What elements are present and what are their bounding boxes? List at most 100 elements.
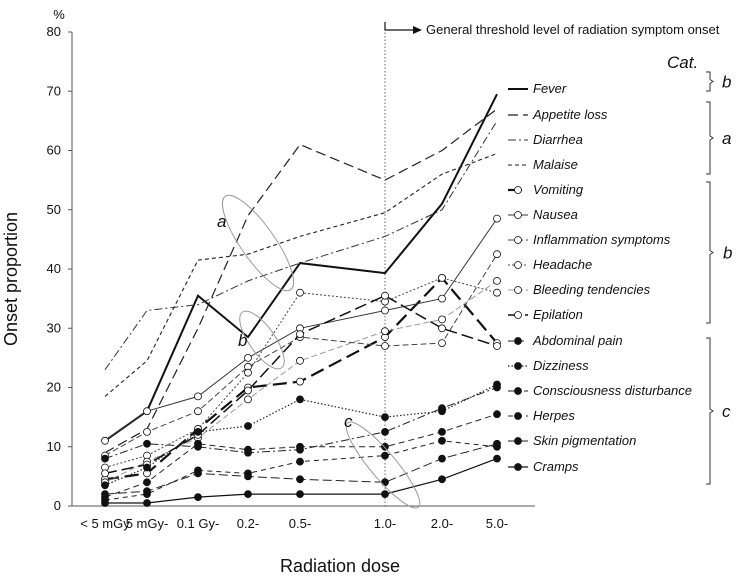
category-label-b: b <box>722 73 731 92</box>
y-unit-label: % <box>53 7 65 22</box>
point-bleeding-tendencies-5-0 <box>493 276 501 285</box>
legend-label: Dizziness <box>533 358 589 373</box>
series-malaise <box>104 152 498 397</box>
point-cramps-5-0 <box>493 454 501 463</box>
annotation-b: b <box>238 331 247 350</box>
line-epilation <box>104 294 498 475</box>
legend-swatch-marker <box>514 211 522 219</box>
point-headache-5-0 <box>493 288 501 297</box>
x-tick-0-1-gy: 0.1 Gy- <box>177 516 220 531</box>
point-consciousness-disturbance-0-2 <box>244 448 252 457</box>
legend-label: Fever <box>533 81 567 96</box>
series-headache <box>101 273 501 472</box>
point-dizziness-5-mgy <box>143 463 151 472</box>
legend-item-headache: Headache <box>508 257 592 272</box>
legend-item-inflammation-symptoms: Inflammation symptoms <box>508 232 671 247</box>
y-axis-title: Onset proportion <box>1 212 21 346</box>
point-bleeding-tendencies-0-2 <box>244 395 252 404</box>
point-inflammation-symptoms-5-0 <box>493 250 501 259</box>
point-dizziness-1-0 <box>381 413 389 422</box>
point-herpes-1-0 <box>381 451 389 460</box>
line-herpes <box>104 440 498 501</box>
point-skin-pigmentation-5-mgy <box>143 487 151 496</box>
line-fever <box>104 93 498 442</box>
point-consciousness-disturbance-5-0 <box>493 383 501 392</box>
series-nausea <box>101 214 501 445</box>
legend-swatch-marker <box>514 387 522 395</box>
x-tick-0-2: 0.2- <box>237 516 259 531</box>
annotation-c: c <box>344 412 353 431</box>
legend-swatch-marker <box>514 286 522 294</box>
point-nausea-0-2 <box>244 353 252 362</box>
y-tick-80: 80 <box>47 24 61 39</box>
legend-swatch-marker <box>514 362 522 370</box>
series-epilation <box>101 291 501 478</box>
line-vomiting <box>104 276 498 481</box>
legend-swatch-marker <box>514 236 522 244</box>
series-skin-pigmentation <box>101 439 501 499</box>
line-abdominal-pain <box>104 413 498 498</box>
point-skin-pigmentation-0-2 <box>244 472 252 481</box>
bracket-2 <box>706 181 714 324</box>
point-skin-pigmentation-5-mgy <box>101 490 109 499</box>
legend-label: Nausea <box>533 207 578 222</box>
point-abdominal-pain-5-mgy <box>143 478 151 487</box>
legend-label: Vomiting <box>533 182 584 197</box>
point-abdominal-pain-5-0 <box>493 410 501 419</box>
point-consciousness-disturbance-1-0 <box>381 427 389 436</box>
point-nausea-1-0 <box>381 306 389 315</box>
legend-label: Inflammation symptoms <box>533 232 671 247</box>
legend-item-fever: Fever <box>508 81 567 96</box>
legend: Fever Appetite loss Diarrhea Malaise Vomitin… <box>508 81 692 474</box>
series-diarrhea <box>104 120 498 370</box>
point-dizziness-0-1-gy <box>194 427 202 436</box>
line-malaise <box>104 152 498 397</box>
series-appetite-loss <box>104 108 498 454</box>
point-epilation-1-0 <box>381 291 389 300</box>
category-label-c: c <box>722 402 731 421</box>
point-nausea-2-0 <box>438 294 446 303</box>
line-headache <box>104 277 498 468</box>
annotation-a: a <box>217 212 226 231</box>
point-consciousness-disturbance-2-0 <box>438 404 446 413</box>
series-cramps <box>101 454 501 507</box>
annotation-ellipse-c <box>345 421 421 509</box>
line-appetite-loss <box>104 108 498 454</box>
point-skin-pigmentation-5-0 <box>493 439 501 448</box>
point-bleeding-tendencies-0-5 <box>296 356 304 365</box>
legend-label: Headache <box>533 257 592 272</box>
category-title: Cat. <box>667 53 698 72</box>
y-tick-30: 30 <box>47 320 61 335</box>
point-abdominal-pain-2-0 <box>438 427 446 436</box>
threshold-arrow-icon <box>384 22 414 31</box>
legend-label: Epilation <box>533 307 583 322</box>
series-layer <box>101 93 501 507</box>
category-label-b: b <box>723 244 732 263</box>
y-tick-40: 40 <box>47 261 61 276</box>
category-brackets: b a b c <box>706 71 732 485</box>
legend-label: Diarrhea <box>533 132 583 147</box>
legend-item-nausea: Nausea <box>508 207 578 222</box>
bracket-1 <box>706 101 714 175</box>
point-skin-pigmentation-0-1-gy <box>194 469 202 478</box>
y-tick-20: 20 <box>47 380 61 395</box>
y-tick-70: 70 <box>47 83 61 98</box>
line-diarrhea <box>104 120 498 370</box>
point-epilation-5-mgy <box>101 469 109 478</box>
series-consciousness-disturbance <box>101 383 501 463</box>
x-tick-2-0: 2.0- <box>431 516 453 531</box>
line-bleeding-tendencies <box>104 280 498 483</box>
legend-swatch-marker <box>514 463 522 471</box>
point-inflammation-symptoms-0-1-gy <box>194 407 202 416</box>
legend-item-dizziness: Dizziness <box>508 358 589 373</box>
point-epilation-0-5 <box>296 330 304 339</box>
legend-label: Cramps <box>533 459 579 474</box>
y-tick-50: 50 <box>47 202 61 217</box>
point-herpes-0-5 <box>296 457 304 466</box>
line-nausea <box>104 218 498 442</box>
point-skin-pigmentation-2-0 <box>438 454 446 463</box>
threshold-arrowhead-icon <box>413 26 422 34</box>
point-cramps-0-2 <box>244 490 252 499</box>
point-epilation-0-2 <box>244 386 252 395</box>
